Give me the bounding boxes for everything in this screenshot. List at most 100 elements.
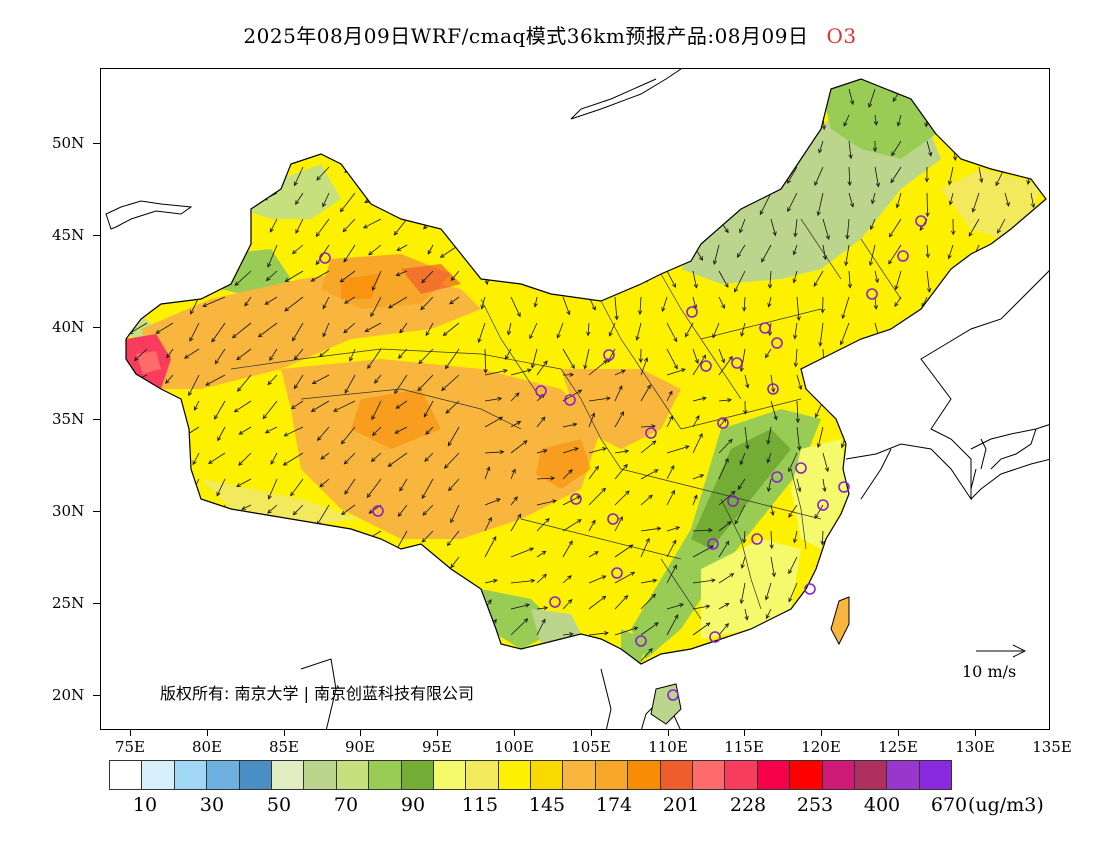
wind-arrow xyxy=(446,530,460,547)
wind-arrow xyxy=(814,504,824,519)
wind-arrow xyxy=(236,348,252,361)
wind-arrow xyxy=(317,608,330,628)
wind-arrow xyxy=(614,544,634,558)
wind-arrow xyxy=(614,218,623,239)
wind-arrow xyxy=(765,608,772,620)
wind-arrow xyxy=(743,166,748,183)
wind-arrow xyxy=(640,526,662,532)
wind-arrow xyxy=(926,348,933,369)
wind-arrow xyxy=(952,660,954,664)
wind-arrow xyxy=(822,478,827,493)
wind-arrow xyxy=(1030,322,1036,338)
wind-arrow xyxy=(769,114,774,133)
wind-arrow xyxy=(484,270,489,286)
legend-label: 145 xyxy=(528,794,566,816)
wind-arrow xyxy=(393,582,408,592)
wind-arrow xyxy=(446,88,460,95)
wind-arrow xyxy=(445,660,460,664)
wind-arrow xyxy=(822,244,828,261)
wind-arrow xyxy=(977,608,982,627)
wind-arrow xyxy=(718,521,732,532)
wind-arrow xyxy=(315,218,330,238)
wind-arrow xyxy=(509,218,515,242)
wind-arrow xyxy=(739,88,746,105)
wind-arrow xyxy=(588,360,608,376)
wind-arrow xyxy=(310,400,330,412)
wind-arrow xyxy=(341,88,356,101)
wind-arrow xyxy=(333,400,356,412)
wind-arrow xyxy=(820,296,825,314)
legend-color-cell xyxy=(141,760,175,790)
wind-arrow xyxy=(110,167,121,173)
wind-arrow xyxy=(188,608,200,629)
wind-arrow xyxy=(666,390,673,402)
lon-label: 85E xyxy=(268,738,300,756)
lon-tick xyxy=(130,730,131,736)
wind-arrow xyxy=(921,582,928,595)
wind-arrow xyxy=(823,687,828,703)
wind-arrow xyxy=(797,687,802,710)
wind-arrow xyxy=(614,411,624,428)
wind-arrow xyxy=(136,556,148,568)
wind-arrow xyxy=(536,114,545,126)
wind-arrow xyxy=(562,632,574,637)
station-marker xyxy=(804,583,816,595)
legend-color-cell xyxy=(206,760,240,790)
map-svg xyxy=(105,69,1049,729)
wind-arrow xyxy=(718,457,729,480)
wind-arrow xyxy=(238,426,252,435)
wind-arrow xyxy=(562,575,572,584)
wind-arrow xyxy=(399,478,408,492)
wind-arrow xyxy=(998,452,1006,477)
wind-arrow xyxy=(182,660,200,664)
wind-arrow xyxy=(290,556,304,564)
wind-arrow xyxy=(634,166,642,183)
wind-arrow xyxy=(536,499,557,506)
wind-arrow xyxy=(510,547,535,558)
wind-arrow xyxy=(766,426,772,445)
wind-arrow xyxy=(947,374,954,398)
hainan-island xyxy=(650,683,682,725)
wind-arrow xyxy=(588,270,593,284)
wind-arrow xyxy=(614,490,630,506)
wind-arrow xyxy=(874,166,880,188)
legend-color-cell xyxy=(465,760,499,790)
wind-arrow xyxy=(213,608,226,620)
wind-arrow xyxy=(796,374,803,391)
legend-color-cell xyxy=(432,760,467,790)
wind-arrow xyxy=(635,322,642,341)
legend-label: 50 xyxy=(266,794,292,816)
wind-arrow xyxy=(889,478,902,497)
legend-label: 400 xyxy=(863,794,901,816)
wind-arrow xyxy=(843,374,850,386)
station-marker xyxy=(709,631,721,643)
wind-arrow xyxy=(821,582,826,594)
lon-label: 110E xyxy=(648,738,688,756)
legend-unit: (ug/m3) xyxy=(968,794,1044,816)
wind-arrow xyxy=(1027,218,1033,241)
legend-color-cell xyxy=(821,760,855,790)
wind-arrow xyxy=(450,270,460,281)
wind-arrow xyxy=(993,322,1006,342)
wind-arrow xyxy=(157,192,174,212)
wind-arrow xyxy=(770,400,778,421)
wind-arrow xyxy=(926,322,931,334)
lon-label: 100E xyxy=(494,738,534,756)
wind-arrow xyxy=(871,192,876,205)
wind-arrow xyxy=(290,400,304,410)
wind-arrow xyxy=(562,646,573,662)
wind-arrow xyxy=(816,426,824,448)
wind-arrow xyxy=(368,114,382,127)
wind-arrow xyxy=(419,582,434,597)
wind-arrow xyxy=(371,270,382,292)
wind-arrow xyxy=(788,504,798,518)
wind-arrow xyxy=(510,368,532,376)
wind-arrow xyxy=(976,270,981,292)
station-marker xyxy=(319,252,331,264)
legend-color-cell xyxy=(238,760,272,790)
wind-arrow xyxy=(641,681,662,687)
wind-arrow xyxy=(666,114,673,125)
wind-arrow xyxy=(484,657,509,662)
wind-arrow xyxy=(692,528,713,533)
wind-arrow xyxy=(926,400,935,423)
